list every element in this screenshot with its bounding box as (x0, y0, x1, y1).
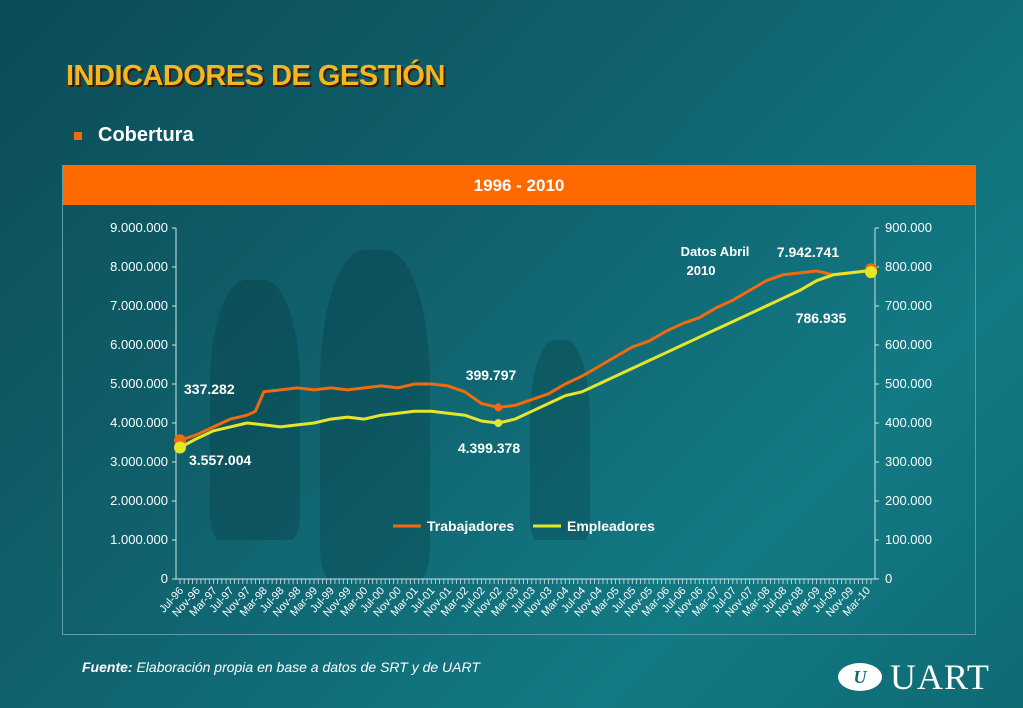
y-right-tick-label: 400.000 (885, 415, 932, 430)
data-label: 7.942.741 (777, 244, 839, 260)
y-right-tick-label: 600.000 (885, 337, 932, 352)
y-right-tick-label: 800.000 (885, 259, 932, 274)
uart-logo-text: UART (890, 657, 990, 697)
y-left-tick-label: 5.000.000 (110, 376, 168, 391)
y-left-tick-label: 6.000.000 (110, 337, 168, 352)
source-text: Elaboración propia en base a datos de SR… (136, 659, 480, 675)
bullet-square-icon (74, 131, 82, 140)
y-left-tick-label: 0 (161, 571, 168, 586)
data-point-marker (865, 266, 877, 279)
uart-logo-mark: U (838, 663, 882, 691)
data-point-marker (494, 419, 503, 428)
chart-panel: 1996 - 2010 0 1.000.000 2.000.000 3.000.000… (62, 165, 976, 635)
y-left-tick-label: 2.000.000 (110, 493, 168, 508)
background-figure (530, 340, 590, 540)
source-label: Fuente: (82, 659, 133, 675)
series-line-empleadores (179, 269, 872, 449)
y-right-tick-label: 500.000 (885, 376, 932, 391)
y-right-tick-label: 700.000 (885, 298, 932, 313)
legend-label: Trabajadores (427, 518, 514, 534)
y-right-tick-label: 100.000 (885, 532, 932, 547)
data-label: 3.557.004 (189, 452, 251, 468)
y-right-tick-label: 300.000 (885, 454, 932, 469)
y-left-tick-label: 3.000.000 (110, 454, 168, 469)
y-right-tick-label: 0 (885, 571, 892, 586)
data-label: 399.797 (466, 367, 517, 383)
uart-logo: U UART (838, 656, 990, 698)
annotation-label: Datos Abril (681, 244, 750, 259)
bullet-text: Cobertura (98, 124, 194, 146)
data-label: 337.282 (184, 381, 235, 397)
legend-label: Empleadores (567, 518, 655, 534)
y-left-tick-label: 1.000.000 (110, 532, 168, 547)
page-title: INDICADORES DE GESTIÓN (66, 60, 445, 92)
data-label: 786.935 (796, 310, 847, 326)
data-point-marker (494, 403, 503, 412)
data-label: 4.399.378 (458, 440, 520, 456)
chart-title: 1996 - 2010 (63, 166, 975, 205)
chart-svg: 0 1.000.000 2.000.000 3.000.000 4.000.000 5.0… (110, 220, 932, 619)
series-line-trabajadores (179, 267, 872, 442)
y-right-tick-label: 900.000 (885, 220, 932, 235)
data-point-marker (174, 441, 186, 454)
bullet-item: Cobertura (74, 124, 194, 147)
y-right-tick-label: 200.000 (885, 493, 932, 508)
source-note: Fuente: Elaboración propia en base a dat… (82, 659, 480, 675)
y-left-tick-label: 8.000.000 (110, 259, 168, 274)
y-left-tick-label: 9.000.000 (110, 220, 168, 235)
y-left-tick-label: 4.000.000 (110, 415, 168, 430)
y-left-tick-label: 7.000.000 (110, 298, 168, 313)
annotation-label: 2010 (687, 263, 716, 278)
